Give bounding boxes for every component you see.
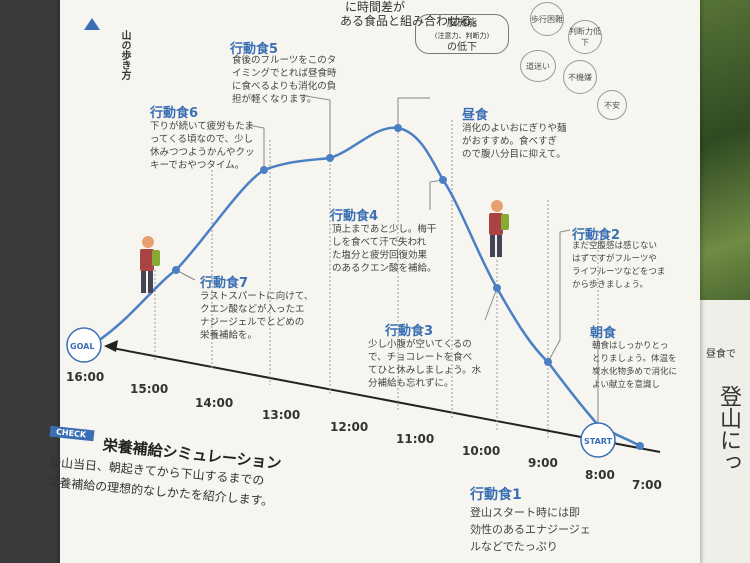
time-15: 15:00 [130,382,169,396]
time-7: 7:00 [632,478,662,492]
brain-line-3: の低下 [447,42,477,53]
header-line-1: に時間差が [345,0,406,14]
breakfast-body: 朝食はしっかりとっ とりましょう。体温を 炭水化物多めで消化に よい献立を意識し [592,341,678,390]
time-11: 11:00 [396,432,435,446]
time-9: 9:00 [528,456,558,470]
start-label: START [584,437,613,446]
lunch-body: 消化のよいおにぎりや麺 がおすすめ。食べすぎ ので腹八分目に抑えて。 [462,123,567,160]
snack2-title: 行動食2 [572,228,621,243]
snack3-body: 少し小腹が空いてくるの で、チョコレートを食べ てひと休みしましょう。水 分補給… [368,339,482,389]
snack3-title: 行動食3 [385,324,434,339]
mountain-icon [84,18,100,30]
snack5-title: 行動食5 [230,42,279,57]
time-axis [111,347,661,453]
snack1-title: 行動食1 [470,487,522,503]
hiker-right-illustration [489,200,509,257]
goal-marker [66,327,102,363]
bubble-mood: 不機嫌 [563,60,597,94]
snack6-body: 下りが続いて疲労もたま ってくる頃なので、少し 休みつつようかんやクッ キーでお… [150,121,255,171]
section-label: 山の歩き方 [119,30,130,80]
time-10: 10:00 [462,444,501,458]
goal-label: GOAL [70,342,95,351]
time-14: 14:00 [195,396,234,410]
time-12: 12:00 [330,420,369,434]
axis-arrowhead [104,340,118,352]
bubble-judgment: 判断力低下 [568,20,602,54]
snack4-title: 行動食4 [330,209,379,224]
snack5-body: 食後のフルーツをこのタ イミングでとれば昼食時 に食べるよりも消化の負 担が軽く… [232,55,337,105]
bubble-anxiety: 不安 [597,90,627,120]
next-page-heading: 登山にっ [716,385,741,473]
brain-line-1: 脳機能 [447,18,477,29]
snack7-body: ラストスパートに向けて、 クエン酸などが入ったエ ナジージェルでとどめの 栄養補… [200,291,314,341]
snack6-title: 行動食6 [150,106,199,121]
brain-function-box: 脳機能 (注意力、判断力) の低下 [415,14,509,54]
snack4-body: 頂上まであと少し。梅干 しを食べて汗で失われ た塩分と疲労回復効果 のあるクエン… [332,224,437,274]
checkpoint-dots [172,124,644,450]
hiker-left-illustration [140,236,160,293]
bubble-walking: 歩行困難 [530,2,564,36]
elevation-line [94,126,641,448]
bubble-lost: 道迷い [520,50,556,82]
start-marker [580,422,616,458]
snack2-body: まだ空腹感は感じない はずですがフルーツや ライフルーツなどをつま から歩きまし… [572,241,666,290]
lunch-title: 昼食 [462,108,489,123]
time-13: 13:00 [262,408,301,422]
brain-line-2: (注意力、判断力) [434,32,490,40]
next-page-text: 昼食で [706,349,736,360]
time-gridlines [154,100,599,440]
breakfast-title: 朝食 [590,326,617,341]
snack7-title: 行動食7 [200,276,249,291]
time-8: 8:00 [585,468,615,482]
snack1-body: 登山スタート時には即 効性のあるエナジージェ ルなどでたっぷり [470,506,591,553]
header-line-2: ある食品と組み合わせる。 [340,14,485,28]
time-16: 16:00 [66,370,105,384]
